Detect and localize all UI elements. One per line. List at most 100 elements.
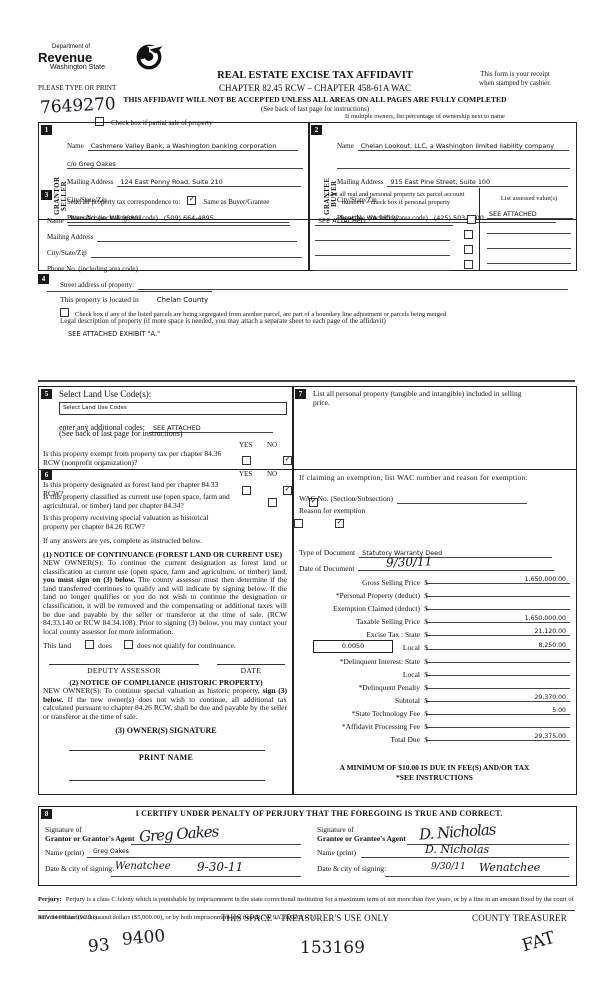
grantee-name-line[interactable]	[361, 856, 569, 858]
buyer-phone-value[interactable]: (425) 503-2200	[431, 214, 556, 223]
buyer-name-value[interactable]: Chelan Lookout, LLC, a Washington limite…	[357, 142, 569, 151]
seller-careof-row[interactable]: c/o Greg Oakes	[67, 153, 303, 171]
tax-line-value[interactable]	[426, 720, 570, 728]
reason-for-exemption-value[interactable]	[299, 518, 564, 536]
tax-line-value[interactable]: 29,375.00	[426, 733, 570, 741]
continuance-qualify-row[interactable]: This land does does not qualify for cont…	[43, 635, 236, 653]
correspondence-mailing-value[interactable]	[97, 233, 298, 242]
grantor-signature-line[interactable]	[131, 843, 301, 845]
tax-line-value[interactable]	[426, 681, 570, 689]
seller-careof-value[interactable]: c/o Greg Oakes	[67, 160, 303, 169]
street-address-value[interactable]	[138, 281, 569, 290]
local-rate-input[interactable]: 0.0050	[313, 640, 393, 653]
table-row[interactable]	[315, 255, 473, 273]
assessed-value[interactable]	[487, 240, 571, 249]
parcel-number-value[interactable]	[315, 232, 450, 241]
grantee-signature-mark: D. Nicholas	[418, 820, 497, 844]
deputy-assessor-signature-line[interactable]	[49, 664, 199, 665]
does-qualify-checkbox[interactable]	[85, 640, 95, 649]
table-row[interactable]: SEE ATTACHED	[315, 210, 476, 228]
current-use-no-checkbox[interactable]	[309, 497, 318, 507]
parcel-personal-checkbox[interactable]	[464, 230, 473, 239]
correspondence-citystatezip-value[interactable]	[90, 249, 302, 258]
parcel-personal-checkbox[interactable]	[464, 245, 473, 254]
wac-number-value[interactable]	[396, 495, 527, 504]
tax-line-label: Gross Selling Price	[362, 578, 420, 587]
assessed-value[interactable]: SEE ATTACHED	[487, 210, 573, 219]
seller-phone-row[interactable]: Phone No. (including area code) (509) 66…	[67, 207, 303, 225]
wac-number-row[interactable]: WAC No. (Section/Subsection)	[299, 488, 527, 506]
table-row[interactable]	[315, 225, 473, 243]
property-section-number: 4	[38, 274, 49, 284]
personal-property-value[interactable]	[313, 411, 563, 461]
tax-line-value[interactable]	[426, 655, 570, 663]
treasurer-stamp-right: FAT	[519, 927, 558, 957]
grantee-signature-line[interactable]	[407, 843, 569, 845]
segregated-row[interactable]: Check box if any of the listed parcels a…	[60, 303, 446, 321]
correspondence-mailing-row[interactable]: Mailing Address	[47, 226, 302, 244]
seller-phone-value[interactable]: (509) 664-4895	[161, 214, 289, 223]
historic-no-checkbox[interactable]	[335, 518, 344, 528]
tax-line-value[interactable]: 5.00	[426, 707, 570, 715]
tax-line-value[interactable]: 29,370.00	[426, 694, 570, 702]
correspondence-phone-row[interactable]: Phone No. (including area code)	[47, 258, 302, 294]
parcel-personal-checkbox[interactable]	[467, 215, 476, 224]
date-of-document-row[interactable]: Date of Document 9/30/11	[299, 554, 555, 576]
buyer-careof-row[interactable]	[337, 153, 570, 171]
type-of-document-row[interactable]: Type of Document Statutory Warranty Deed	[299, 542, 553, 560]
grantor-name-line[interactable]	[87, 856, 301, 858]
partial-sale-checkbox[interactable]	[95, 117, 104, 126]
deputy-assessor-date-line[interactable]	[217, 664, 285, 665]
tax-line-value[interactable]: 1,650,000.00	[426, 615, 570, 623]
exempt-no-checkbox[interactable]	[283, 455, 292, 465]
correspondence-name-row[interactable]: Name	[47, 210, 302, 228]
additional-codes-row[interactable]: enter any additional codes: SEE ATTACHED	[59, 417, 273, 435]
seller-mailing-value[interactable]: 124 East Penny Road, Suite 210	[117, 178, 302, 187]
correspondence-phone-value[interactable]	[47, 283, 212, 292]
forest-land-yes-checkbox[interactable]	[242, 486, 251, 495]
correspondence-citystatezip-row[interactable]: City/State/Zip	[47, 242, 302, 260]
buyer-mailing-value[interactable]: 915 East Pine Street, Suite 100	[387, 178, 569, 187]
exempt-yes-checkbox[interactable]	[242, 456, 251, 465]
buyer-careof-value[interactable]	[337, 160, 570, 169]
grantor-date-line[interactable]	[111, 875, 301, 877]
correspondence-intro-row[interactable]: Send all property tax correspondence to:…	[67, 191, 269, 209]
tax-line-value[interactable]: 21,120.00	[426, 628, 570, 636]
owner-signature-line[interactable]	[69, 750, 265, 751]
date-of-document-value-line[interactable]: 9/30/11	[358, 554, 555, 571]
tax-line-value[interactable]	[426, 589, 570, 597]
type-of-document-value[interactable]: Statutory Warranty Deed	[359, 549, 553, 558]
parcel-number-value[interactable]	[315, 247, 450, 256]
table-row[interactable]	[315, 240, 473, 258]
parcel-number-value[interactable]: SEE ATTACHED	[315, 217, 453, 226]
partial-sale-row[interactable]: Check box if partial sale of property	[95, 112, 212, 130]
forest-land-no-checkbox[interactable]	[283, 485, 292, 495]
tax-line-value[interactable]: 8,250.00	[426, 642, 570, 650]
correspondence-name-value[interactable]	[67, 217, 290, 226]
assessed-value[interactable]	[487, 255, 571, 264]
buyer-mailing-row[interactable]: Mailing Address 915 East Pine Street, Su…	[337, 171, 570, 189]
legal-description-value[interactable]: SEE ATTACHED EXHIBIT "A."	[68, 330, 161, 338]
classification-section-number: 6	[41, 470, 52, 480]
tax-line-value[interactable]	[426, 668, 570, 676]
parcel-number-value[interactable]	[315, 262, 450, 271]
seller-mailing-row[interactable]: Mailing Address 124 East Penny Road, Sui…	[67, 171, 303, 189]
does-not-qualify-checkbox[interactable]	[123, 640, 133, 649]
same-as-buyer-checkbox[interactable]	[187, 195, 197, 205]
segregated-checkbox[interactable]	[60, 308, 69, 317]
owner-print-name-line[interactable]	[69, 780, 265, 781]
historic-yes-checkbox[interactable]	[294, 519, 303, 528]
tax-line-value[interactable]: 1,650,000.00	[426, 576, 570, 584]
grantee-date-line[interactable]	[385, 875, 569, 877]
seller-name-value[interactable]: Cashmere Valley Bank, a Washington banki…	[87, 142, 298, 151]
tax-line-value[interactable]	[426, 602, 570, 610]
parcel-personal-checkbox[interactable]	[464, 260, 473, 269]
seller-name-row[interactable]: Name Cashmere Valley Bank, a Washington …	[67, 135, 303, 153]
buyer-phone-row[interactable]: Phone No. (including area code) (425) 50…	[337, 207, 570, 225]
assessed-value[interactable]	[487, 225, 571, 234]
street-address-row[interactable]: Street address of property:	[60, 274, 575, 292]
buyer-name-row[interactable]: Name Chelan Lookout, LLC, a Washington l…	[337, 135, 570, 153]
land-use-dropdown[interactable]: Select Land Use Codes	[59, 402, 287, 415]
additional-codes-value[interactable]: SEE ATTACHED	[148, 424, 273, 433]
current-use-yes-checkbox[interactable]	[268, 498, 277, 507]
